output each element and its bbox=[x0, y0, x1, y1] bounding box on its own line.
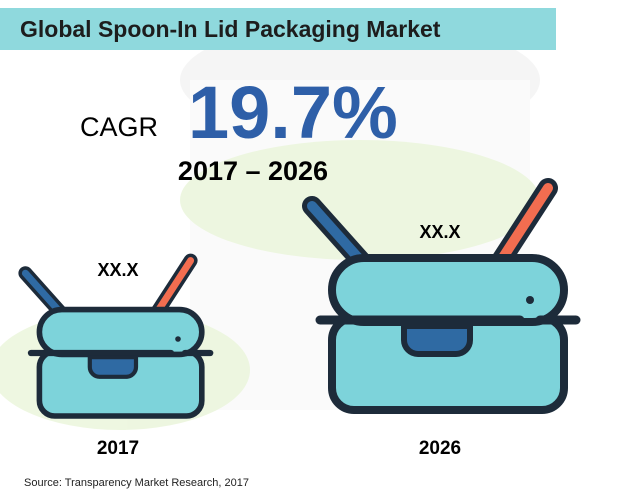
title: Global Spoon-In Lid Packaging Market bbox=[20, 16, 441, 42]
source: Source: Transparency Market Research, 20… bbox=[24, 477, 249, 489]
item-year: 2017 bbox=[97, 438, 139, 459]
item-label: XX.X bbox=[419, 222, 460, 242]
header-bar bbox=[0, 8, 556, 50]
small-box bbox=[25, 261, 210, 416]
item-label: XX.X bbox=[97, 260, 138, 280]
cagr-period: 2017 – 2026 bbox=[178, 156, 328, 186]
cagr-value: 19.7% bbox=[188, 71, 398, 154]
item-year: 2026 bbox=[419, 438, 461, 459]
cagr-label: CAGR bbox=[80, 112, 158, 142]
